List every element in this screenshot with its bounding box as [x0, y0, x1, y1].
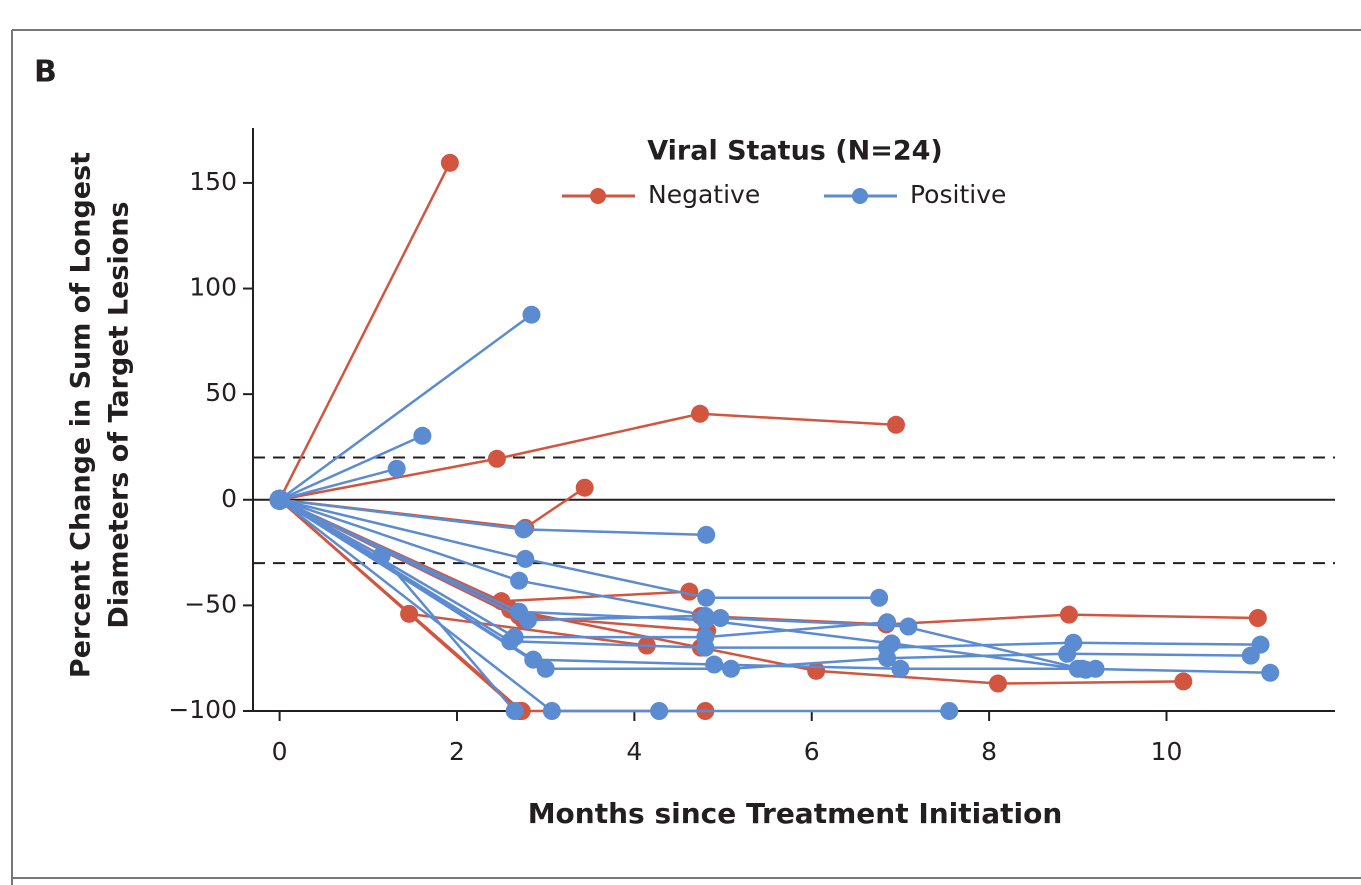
- patient-point: [711, 609, 730, 628]
- patient-point: [1248, 609, 1267, 628]
- patient-point: [487, 449, 506, 468]
- patient-point: [697, 588, 716, 607]
- y-tick-label: 100: [189, 273, 237, 302]
- x-tick-label: 4: [626, 737, 642, 766]
- patient-point: [650, 702, 669, 720]
- patient-point: [1174, 672, 1193, 691]
- patient-point: [722, 659, 741, 678]
- patient-point: [696, 628, 715, 647]
- patient-point: [269, 489, 290, 510]
- y-tick-label: 150: [189, 167, 237, 196]
- patient-point: [505, 702, 524, 720]
- patient-line: [278, 498, 950, 713]
- patient-line: [279, 498, 1184, 685]
- patient-line: [279, 498, 909, 628]
- patient-point: [518, 611, 537, 630]
- patient-point: [575, 478, 594, 497]
- patient-point: [870, 588, 889, 607]
- patient-point: [878, 649, 897, 668]
- x-tick-label: 10: [1151, 737, 1183, 766]
- patient-point: [542, 702, 561, 720]
- patient-line: [279, 412, 897, 501]
- y-tick-label: 0: [221, 484, 237, 513]
- patient-point: [1261, 663, 1280, 682]
- patient-point: [1241, 646, 1260, 665]
- patient-line: [278, 313, 533, 501]
- legend-marker: [852, 188, 868, 204]
- patient-line: [279, 498, 708, 632]
- patient-point: [522, 305, 541, 324]
- patient-line: [279, 498, 706, 622]
- panel-label: B: [34, 55, 57, 90]
- legend-label: Negative: [648, 180, 760, 209]
- patient-point: [387, 459, 406, 478]
- patient-line: [278, 498, 1261, 649]
- patient-line: [279, 498, 880, 600]
- patient-point: [413, 426, 432, 445]
- x-tick-label: 2: [449, 737, 465, 766]
- patient-point: [1086, 659, 1105, 678]
- patient-point: [891, 659, 910, 678]
- patient-point: [940, 702, 959, 720]
- y-axis-label: Diameters of Target Lesions: [104, 201, 135, 628]
- legend-title: Viral Status (N=24): [647, 136, 943, 167]
- y-tick-label: 50: [205, 378, 237, 407]
- patient-point: [536, 659, 555, 678]
- patient-point: [705, 655, 724, 674]
- legend-label: Positive: [910, 180, 1006, 209]
- patient-point: [878, 613, 897, 632]
- patient-point: [510, 571, 529, 590]
- patient-point: [1058, 644, 1077, 663]
- patient-point: [690, 404, 709, 423]
- patient-point: [1068, 659, 1087, 678]
- patient-point: [886, 415, 905, 434]
- patient-line: [278, 498, 520, 712]
- y-axis-label: Percent Change in Sum of Longest: [66, 152, 97, 678]
- patient-line: [278, 498, 1251, 671]
- patient-line: [278, 162, 452, 501]
- patient-point: [696, 606, 715, 625]
- patient-point: [514, 520, 533, 539]
- patient-point: [697, 525, 716, 544]
- x-tick-label: 6: [804, 737, 820, 766]
- x-tick-label: 0: [272, 737, 288, 766]
- y-tick-label: −100: [168, 695, 237, 724]
- patient-line: [279, 434, 423, 501]
- patient-point: [516, 549, 535, 568]
- patient-line: [279, 467, 397, 501]
- legend-marker: [590, 188, 606, 204]
- patient-point: [505, 628, 524, 647]
- x-tick-label: 8: [981, 737, 997, 766]
- patient-point: [988, 674, 1007, 693]
- patient-point: [440, 153, 459, 172]
- y-tick-label: −50: [184, 589, 237, 618]
- patient-point: [882, 634, 901, 653]
- x-axis-label: Months since Treatment Initiation: [528, 797, 1063, 830]
- patient-point: [1059, 605, 1078, 624]
